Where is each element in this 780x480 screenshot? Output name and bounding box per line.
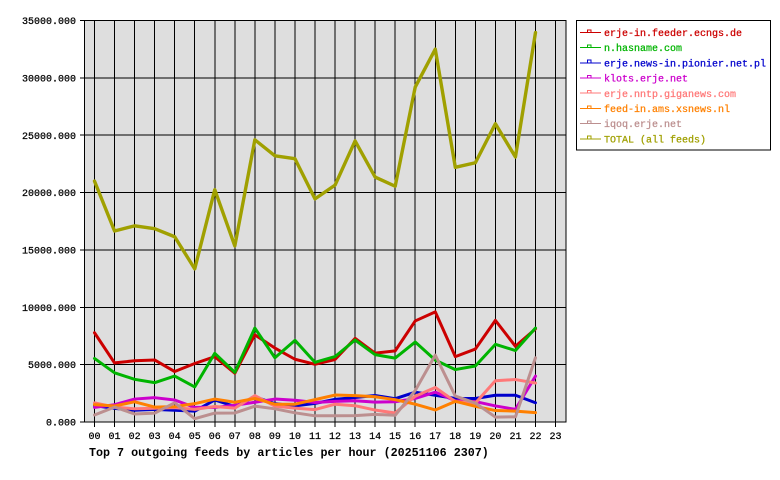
svg-text:03: 03	[149, 432, 161, 443]
svg-text:Top 7 outgoing feeds by articl: Top 7 outgoing feeds by articles per hou…	[89, 446, 489, 460]
svg-text:04: 04	[169, 432, 181, 443]
svg-text:07: 07	[229, 432, 241, 443]
svg-text:12: 12	[329, 432, 341, 443]
svg-text:erje-in.feeder.ecngs.de: erje-in.feeder.ecngs.de	[604, 28, 742, 40]
svg-text:35000.000: 35000.000	[22, 17, 76, 28]
svg-text:10000.000: 10000.000	[22, 304, 76, 315]
svg-text:TOTAL (all feeds): TOTAL (all feeds)	[604, 134, 706, 146]
svg-text:erje.nntp.giganews.com: erje.nntp.giganews.com	[604, 89, 736, 101]
svg-text:15000.000: 15000.000	[22, 247, 76, 258]
svg-text:08: 08	[249, 432, 261, 443]
svg-text:21: 21	[509, 432, 521, 443]
svg-text:01: 01	[109, 432, 121, 443]
svg-text:iqoq.erje.net: iqoq.erje.net	[604, 119, 682, 131]
svg-text:02: 02	[129, 432, 141, 443]
svg-text:11: 11	[309, 432, 321, 443]
svg-text:n.hasname.com: n.hasname.com	[604, 43, 682, 55]
svg-text:22: 22	[529, 432, 541, 443]
svg-text:feed-in.ams.xsnews.nl: feed-in.ams.xsnews.nl	[604, 104, 730, 116]
svg-text:25000.000: 25000.000	[22, 132, 76, 143]
svg-text:10: 10	[289, 432, 301, 443]
svg-text:erje.news-in.pionier.net.pl: erje.news-in.pionier.net.pl	[604, 58, 766, 70]
svg-text:06: 06	[209, 432, 221, 443]
svg-text:00: 00	[88, 432, 100, 443]
svg-text:20: 20	[489, 432, 501, 443]
svg-text:18: 18	[449, 432, 461, 443]
svg-text:09: 09	[269, 432, 281, 443]
svg-text:14: 14	[369, 432, 381, 443]
svg-text:16: 16	[409, 432, 421, 443]
svg-text:20000.000: 20000.000	[22, 189, 76, 200]
svg-text:5000.000: 5000.000	[28, 361, 76, 372]
svg-text:0.000: 0.000	[46, 419, 76, 430]
svg-text:19: 19	[469, 432, 481, 443]
svg-text:klots.erje.net: klots.erje.net	[604, 74, 688, 86]
svg-text:13: 13	[349, 432, 361, 443]
svg-text:05: 05	[189, 432, 201, 443]
svg-text:30000.000: 30000.000	[22, 74, 76, 85]
svg-text:15: 15	[389, 432, 401, 443]
svg-text:17: 17	[429, 432, 441, 443]
svg-text:23: 23	[550, 432, 562, 443]
